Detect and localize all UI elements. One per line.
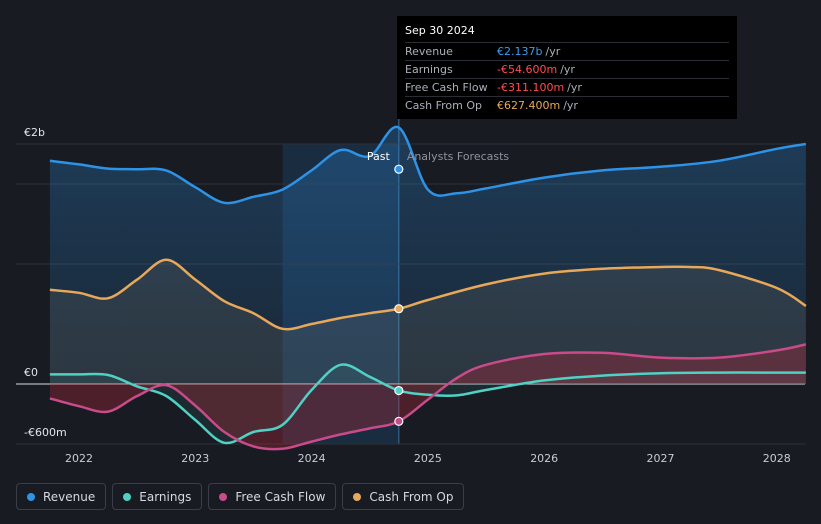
tooltip-date: Sep 30 2024 (405, 24, 475, 37)
tooltip-value: -€54.600m (497, 63, 558, 76)
line-earnings (49, 363, 806, 445)
legend-label: Revenue (43, 489, 96, 504)
legend-dot-icon (27, 492, 35, 501)
legend-item-cash-from-op[interactable]: Cash From Op (342, 483, 465, 510)
marker-free-cash-flow (394, 416, 404, 426)
legend-dot-icon (353, 492, 362, 501)
marker-revenue (394, 164, 404, 174)
tooltip-label: Free Cash Flow (405, 81, 488, 94)
area-revenue (49, 126, 806, 384)
tooltip-value: €2.137b (497, 45, 543, 58)
legend-label: Free Cash Flow (235, 489, 326, 504)
x-tick-label: 2027 (647, 452, 675, 465)
tooltip-label: Cash From Op (405, 99, 483, 112)
y-tick-label: -€600m (24, 426, 67, 439)
tooltip-row-revenue: Revenue €2.137b /yr (405, 42, 729, 60)
x-tick-label: 2026 (530, 452, 558, 465)
forecast-label: Analysts Forecasts (407, 150, 510, 163)
tooltip: Sep 30 2024 Revenue €2.137b /yr Earnings… (397, 16, 737, 119)
past-label: Past (367, 150, 391, 163)
tooltip-label: Earnings (405, 63, 453, 76)
area-free-cash-flow (49, 344, 806, 450)
legend-item-free-cash-flow[interactable]: Free Cash Flow (208, 483, 337, 510)
tooltip-row-earnings: Earnings -€54.600m /yr (405, 60, 729, 78)
line-cash-from-op (49, 258, 807, 331)
line-revenue (49, 125, 807, 205)
tooltip-row-cash-from-op: Cash From Op €627.400m /yr (405, 96, 729, 114)
x-tick-label: 2025 (414, 452, 442, 465)
legend: Revenue Earnings Free Cash Flow Cash Fro… (16, 483, 465, 510)
tooltip-unit: /yr (560, 63, 575, 76)
tooltip-value: -€311.100m (497, 81, 565, 94)
legend-dot-icon (219, 492, 228, 501)
legend-label: Cash From Op (369, 489, 454, 504)
line-free-cash-flow (49, 343, 807, 451)
x-tick-label: 2028 (763, 452, 791, 465)
tooltip-row-free-cash-flow: Free Cash Flow -€311.100m /yr (405, 78, 729, 96)
x-tick-label: 2023 (181, 452, 209, 465)
tooltip-unit: /yr (545, 45, 561, 58)
marker-cash-from-op (394, 304, 404, 314)
marker-earnings (394, 385, 404, 396)
legend-item-revenue[interactable]: Revenue (16, 483, 107, 510)
tooltip-value: €627.400m (497, 99, 561, 112)
y-tick-label: €2b (24, 126, 45, 139)
y-tick-label: €0 (24, 366, 38, 379)
legend-dot-icon (123, 492, 132, 501)
tooltip-unit: /yr (567, 81, 582, 94)
legend-item-earnings[interactable]: Earnings (112, 483, 203, 510)
x-tick-label: 2024 (298, 452, 326, 465)
legend-label: Earnings (139, 489, 192, 504)
tooltip-unit: /yr (563, 99, 578, 112)
area-earnings (49, 364, 806, 444)
x-tick-label: 2022 (65, 452, 93, 465)
tooltip-label: Revenue (405, 45, 453, 58)
